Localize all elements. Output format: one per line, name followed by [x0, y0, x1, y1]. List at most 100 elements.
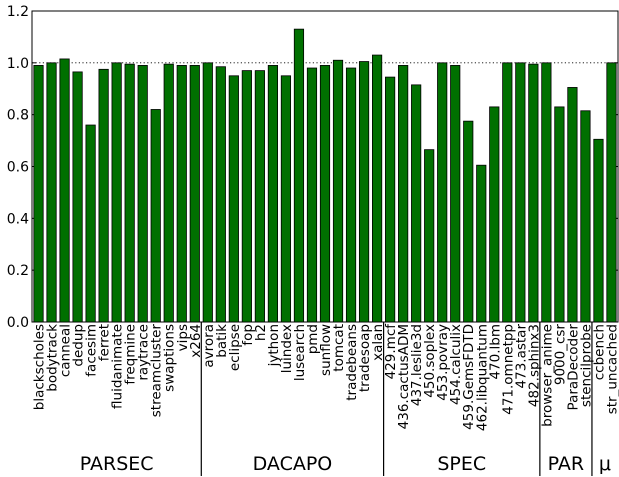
bar-9000-csr	[554, 106, 565, 323]
x-tick-label: tradebeans	[344, 324, 360, 401]
bar-streamcluster	[150, 109, 161, 323]
bar-437-leslie3d	[411, 84, 422, 323]
bar-browser-anime	[541, 62, 552, 323]
x-tick-label: freqmine	[123, 324, 139, 385]
x-tick-label: lusearch	[292, 324, 308, 381]
x-tick-label: streamcluster	[149, 324, 165, 418]
x-tick-label: 459.GemsFDTD	[461, 324, 477, 430]
bar-450-soplex	[424, 149, 435, 323]
x-tick-label: bodytrack	[45, 324, 61, 392]
x-tick-label: str_uncached	[604, 324, 619, 414]
bar-paradecoder	[567, 87, 578, 323]
x-tick-label: 473.astar	[513, 324, 529, 389]
group-label: SPEC	[437, 453, 486, 475]
x-tick-label: sunflow	[318, 324, 334, 376]
bar-stencilprobe	[580, 110, 591, 323]
x-tick-label: tradesoap	[357, 324, 373, 392]
bar-h2	[254, 70, 265, 323]
x-tick-label: ParaDecoder	[565, 324, 581, 411]
x-tick-label: canneal	[58, 324, 74, 377]
bar-xalan	[372, 54, 383, 323]
x-tick-label: fluidanimate	[110, 324, 126, 409]
bar-str-uncached	[606, 62, 617, 323]
bar-tradesoap	[358, 61, 370, 323]
x-tick-label: 470.lbm	[487, 324, 503, 380]
bar-bodytrack	[46, 62, 57, 323]
x-tick-label: 462.libquantum	[474, 324, 490, 431]
bar-avrora	[202, 62, 213, 323]
bar-vips	[176, 65, 187, 323]
bar-raytrace	[137, 65, 148, 323]
bar-453-povray	[437, 62, 448, 323]
bar-dedup	[72, 71, 83, 323]
bar-batik	[215, 66, 226, 323]
x-tick-label: 437.leslie3d	[409, 324, 425, 406]
x-tick-label: dedup	[71, 324, 87, 367]
y-tick-label: 0.8	[7, 108, 29, 124]
x-tick-label: xalan	[370, 324, 386, 361]
x-tick-label: x264	[188, 324, 204, 358]
bar-ccbench	[593, 138, 604, 323]
x-tick-label: 429.mcf	[383, 323, 399, 380]
x-tick-label: avrora	[201, 324, 217, 368]
bar-436-cactusadm	[398, 65, 409, 323]
bar-454-calculix	[450, 65, 461, 323]
x-tick-label: blackscholes	[32, 324, 48, 410]
x-tick-label: 482.sphinx3	[526, 324, 542, 407]
bar-sunflow	[319, 65, 331, 323]
bar-swaptions	[163, 63, 174, 323]
bar-470-lbm	[489, 106, 500, 323]
bar-eclipse	[228, 75, 239, 323]
bar-freqmine	[124, 63, 135, 323]
y-tick-label: 0.6	[7, 160, 29, 176]
group-label: DACAPO	[253, 453, 333, 475]
x-tick-label: 453.povray	[435, 324, 451, 401]
x-tick-label: ccbench	[591, 324, 607, 380]
x-tick-label: facesim	[84, 324, 100, 377]
y-tick-label: 0.2	[7, 263, 29, 279]
x-tick-label: h2	[253, 324, 269, 341]
x-tick-label: ferret	[97, 324, 113, 361]
x-tick-label: eclipse	[227, 324, 243, 371]
y-tick-label: 1.0	[7, 56, 29, 72]
x-tick-label: vips	[175, 324, 191, 351]
y-tick-label: 0.0	[7, 315, 29, 331]
y-tick-label: 1.2	[7, 4, 29, 20]
bar-luindex	[280, 75, 292, 323]
y-tick-label: 0.4	[7, 211, 29, 227]
x-tick-label: fop	[240, 324, 256, 346]
bar-462-libquantum	[476, 164, 487, 323]
x-tick-label: 436.cactusADM	[396, 324, 412, 429]
x-tick-label: pmd	[305, 324, 321, 354]
x-tick-label: browser_anime	[539, 324, 555, 427]
bar-lusearch	[293, 28, 305, 323]
bar-429-mcf	[385, 76, 396, 323]
bar-482-sphinx3	[528, 63, 539, 323]
x-tick-label: swaptions	[162, 324, 178, 392]
bar-canneal	[59, 58, 70, 323]
group-label: PAR	[548, 453, 584, 475]
bar-pmd	[306, 67, 318, 323]
x-tick-label: raytrace	[136, 324, 152, 381]
x-tick-label: luindex	[279, 324, 295, 373]
x-tick-label: 471.omnetpp	[500, 324, 516, 415]
bar-ferret	[98, 68, 109, 323]
x-tick-label: batik	[214, 324, 230, 358]
x-tick-label: 454.calculix	[448, 324, 464, 405]
bar-471-omnetpp	[502, 62, 513, 323]
x-tick-label: 9000_csr	[552, 324, 568, 386]
bar-473-astar	[515, 62, 526, 323]
group-label: PARSEC	[80, 453, 154, 475]
x-tick-label: 450.soplex	[422, 324, 438, 398]
bar-tradebeans	[345, 67, 357, 323]
x-tick-label: tomcat	[331, 324, 347, 372]
bar-x264	[189, 65, 200, 323]
group-label: μ	[599, 453, 611, 475]
x-tick-label: stencilprobe	[578, 324, 594, 407]
bar-facesim	[85, 124, 96, 323]
bar-tomcat	[332, 59, 344, 323]
x-tick-label: jython	[266, 324, 282, 367]
bar-fluidanimate	[111, 62, 122, 323]
